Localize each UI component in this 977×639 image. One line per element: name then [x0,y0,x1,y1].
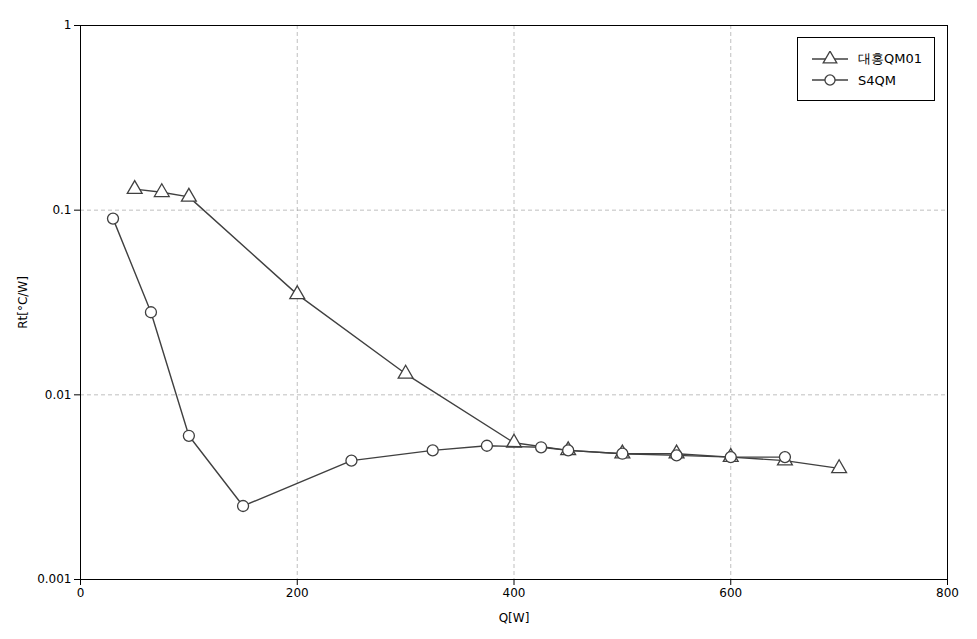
svg-text:Rt[°C/W]: Rt[°C/W] [16,276,30,329]
html-text:S4QM: S4QM [858,72,896,88]
svg-text:200: 200 [286,586,309,600]
svg-text:Q[W]: Q[W] [499,611,530,625]
html-text:대홍QM01: 대홍QM01 [858,51,922,66]
svg-text:0.01: 0.01 [45,388,72,402]
svg-text:400: 400 [503,586,526,600]
svg-text:600: 600 [719,586,742,600]
svg-text:1: 1 [64,18,72,32]
svg-text:0: 0 [77,586,85,600]
svg-text:800: 800 [936,586,959,600]
svg-text:0.001: 0.001 [37,572,71,586]
svg-text:0.1: 0.1 [52,203,71,217]
